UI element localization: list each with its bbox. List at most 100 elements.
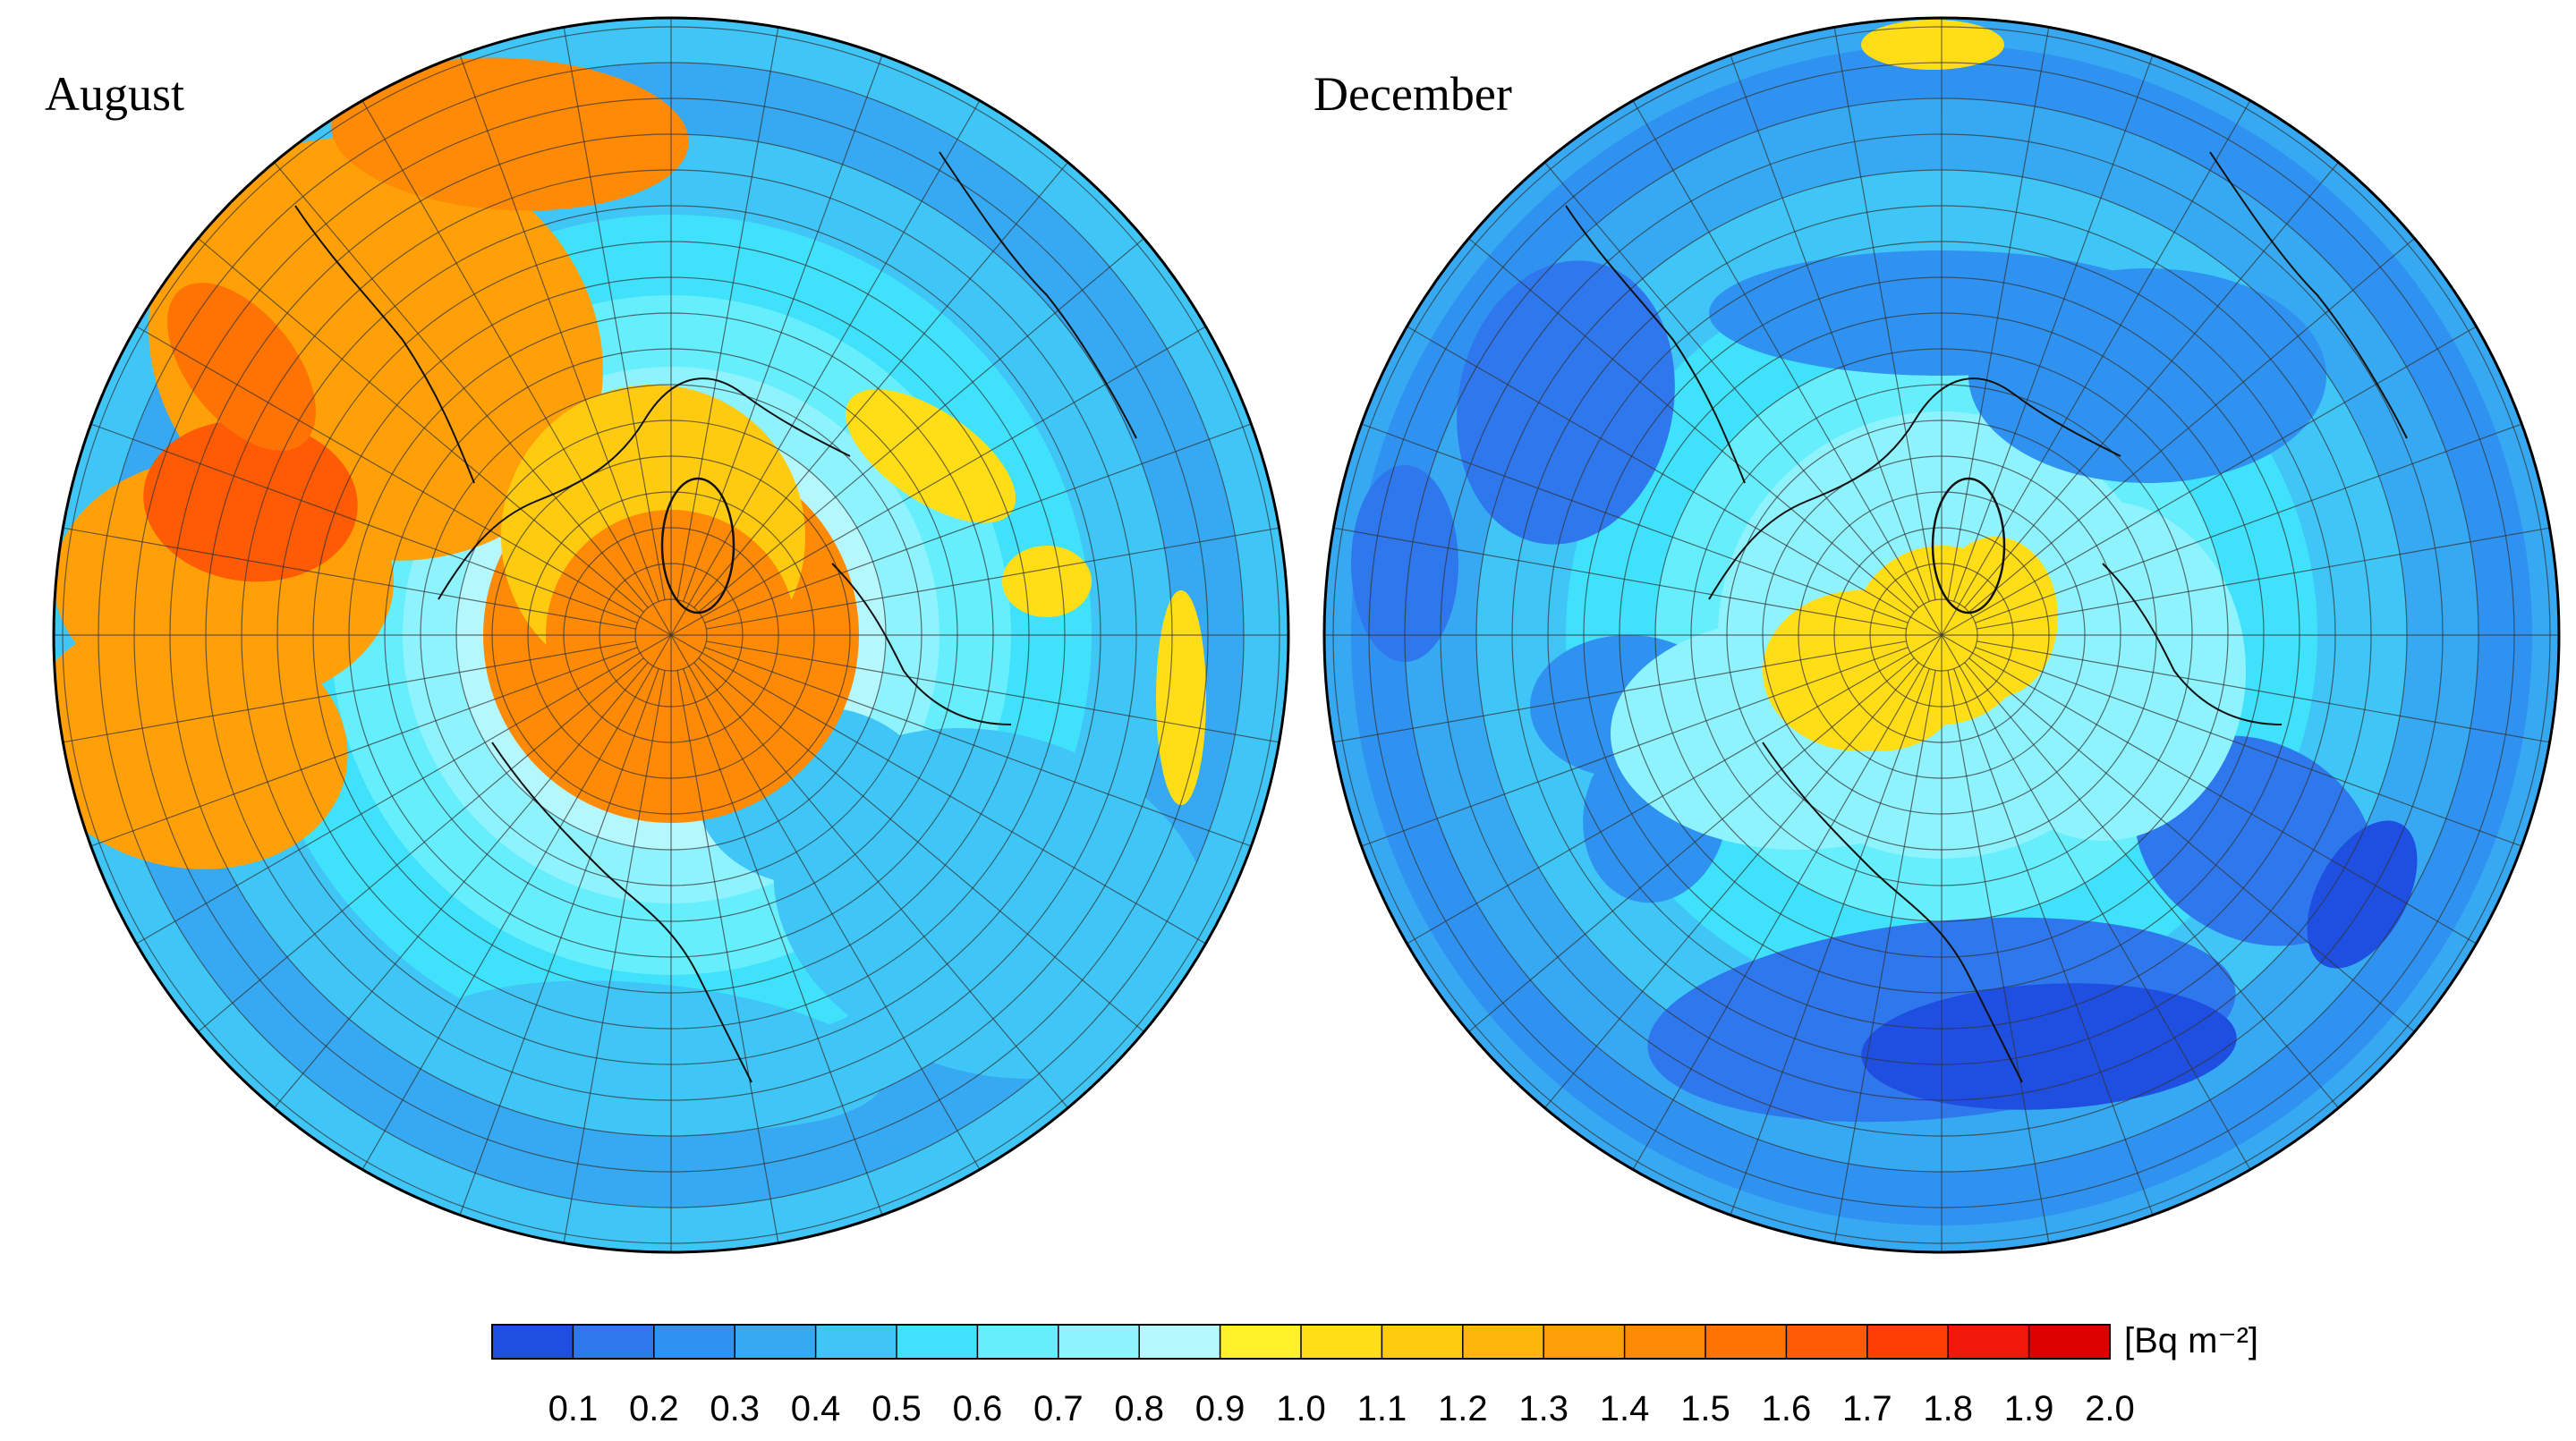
map-title-august: August xyxy=(45,67,185,121)
coastline xyxy=(1708,377,2121,600)
meridian-line xyxy=(1544,162,1919,608)
meridian-line xyxy=(1968,238,2415,613)
meridian-line xyxy=(1361,423,1909,623)
greenland-outline xyxy=(660,477,735,615)
meridian-line xyxy=(136,326,672,636)
colorbar-swatch-2 xyxy=(573,1325,655,1359)
concentration-region xyxy=(1351,465,1458,662)
colorbar-tick-label: 0.6 xyxy=(953,1389,1003,1428)
meridian-line xyxy=(704,423,1252,623)
colorbar-tick-label: 1.8 xyxy=(1923,1389,1973,1428)
colorbar-swatch-9 xyxy=(1139,1325,1221,1359)
meridian-line xyxy=(1953,668,2154,1216)
meridian-line xyxy=(274,662,649,1108)
meridian-line xyxy=(676,670,779,1243)
meridian-line xyxy=(1632,634,1943,1170)
meridian-line xyxy=(1964,162,2339,608)
coastline xyxy=(2209,151,2408,439)
colorbar-unit-label: [Bq m⁻²] xyxy=(2124,1321,2258,1360)
concentration-region xyxy=(143,420,358,582)
polar-map-august xyxy=(52,16,1290,1254)
coastline xyxy=(491,742,752,1083)
colorbar-tick-label: 1.3 xyxy=(1518,1389,1569,1428)
meridian-line xyxy=(1468,657,1915,1032)
concentration-region xyxy=(54,615,348,869)
meridian-line xyxy=(704,647,1252,847)
colorbar-tick-label: 1.7 xyxy=(1842,1389,1892,1428)
meridian-line xyxy=(1833,27,1936,600)
colorbar-tick-label: 1.1 xyxy=(1357,1389,1407,1428)
concentration-region xyxy=(1861,20,2004,70)
colorbar-swatch-1 xyxy=(492,1325,574,1359)
colorbar-tick-label: 1.5 xyxy=(1680,1389,1730,1428)
colorbar-tick-label: 1.4 xyxy=(1600,1389,1650,1428)
coastline xyxy=(939,151,1137,439)
polar-cap-region xyxy=(1798,626,1960,751)
meridian-line xyxy=(1361,647,1909,847)
concentration-region xyxy=(1156,590,1206,805)
map-boundary xyxy=(52,16,1290,1254)
meridian-line xyxy=(706,640,1279,743)
meridian-line xyxy=(1333,527,1907,630)
colorbar-swatch-15 xyxy=(1624,1325,1706,1359)
meridian-line xyxy=(1975,647,2522,847)
concentration-region xyxy=(421,980,885,1131)
coastline xyxy=(831,563,1012,725)
colorbar-tick-label: 1.0 xyxy=(1276,1389,1326,1428)
colorbar-swatch-20 xyxy=(2028,1325,2111,1359)
colorbar-frame xyxy=(491,1324,2111,1360)
meridian-line xyxy=(90,423,638,623)
meridian-line xyxy=(1977,527,2550,630)
concentration-region xyxy=(1457,260,1675,545)
colorbar-swatch-13 xyxy=(1462,1325,1544,1359)
meridian-line xyxy=(1407,326,1943,636)
meridian-line xyxy=(361,634,672,1170)
colorbar-tick-label: 0.9 xyxy=(1195,1389,1245,1428)
meridian-line xyxy=(698,238,1144,613)
colorbar-swatch-10 xyxy=(1220,1325,1302,1359)
colorbar-tick-label: 0.8 xyxy=(1114,1389,1164,1428)
colorbar-tick-label: 0.1 xyxy=(548,1389,599,1428)
colorbar-swatch-5 xyxy=(815,1325,897,1359)
meridian-line xyxy=(1977,640,2550,743)
colorbar-tick-label: 0.4 xyxy=(791,1389,841,1428)
meridian-line xyxy=(1968,657,2415,1032)
meridian-line xyxy=(563,670,666,1243)
meridian-line xyxy=(136,634,672,945)
meridian-line xyxy=(1941,634,2251,1170)
meridian-line xyxy=(198,238,644,613)
meridian-line xyxy=(698,657,1144,1032)
colorbar-swatch-8 xyxy=(1058,1325,1140,1359)
meridian-line xyxy=(63,640,636,743)
meridian-line xyxy=(1468,238,1915,613)
coastline xyxy=(1762,742,2023,1083)
meridian-line xyxy=(693,662,1068,1108)
coastline xyxy=(438,377,851,600)
colorbar-swatch-11 xyxy=(1301,1325,1382,1359)
colorbar-swatch-19 xyxy=(1948,1325,2030,1359)
meridian-line xyxy=(1941,634,2477,945)
colorbar-tick-label: 0.2 xyxy=(629,1389,679,1428)
colorbar-swatch-6 xyxy=(897,1325,978,1359)
meridian-line xyxy=(563,27,666,600)
greenland-outline xyxy=(1931,477,2006,615)
meridian-line xyxy=(459,668,659,1216)
meridian-line xyxy=(90,647,638,847)
meridian-line xyxy=(1947,670,2050,1243)
colorbar-swatch-14 xyxy=(1543,1325,1626,1359)
meridian-line xyxy=(1632,100,1943,636)
colorbar-tick-label: 0.5 xyxy=(871,1389,922,1428)
meridian-line xyxy=(670,634,1206,945)
colorbar-swatch-7 xyxy=(977,1325,1059,1359)
concentration-region xyxy=(845,389,1016,523)
meridian-line xyxy=(1975,423,2522,623)
map-title-december: December xyxy=(1314,67,1512,121)
meridian-line xyxy=(693,162,1068,608)
meridian-line xyxy=(1730,668,1930,1216)
meridian-line xyxy=(670,326,1206,636)
meridian-line xyxy=(1544,662,1919,1108)
colorbar-swatch-4 xyxy=(735,1325,817,1359)
concentration-region xyxy=(331,57,689,211)
colorbar-tick-label: 0.7 xyxy=(1033,1389,1084,1428)
meridian-line xyxy=(676,27,779,600)
